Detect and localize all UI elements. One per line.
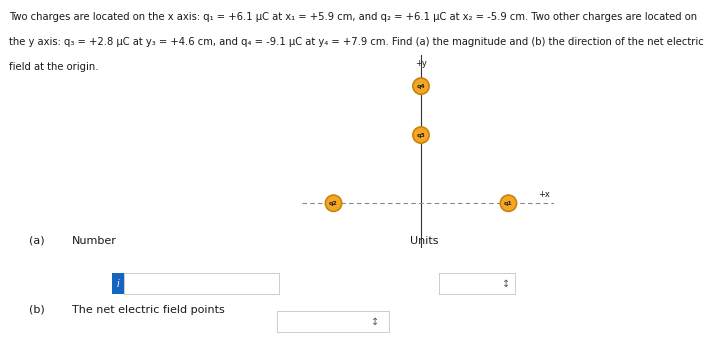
Text: Units: Units xyxy=(410,236,439,246)
Text: (a): (a) xyxy=(29,236,45,246)
Circle shape xyxy=(325,195,342,212)
Circle shape xyxy=(500,195,516,212)
Text: ↕: ↕ xyxy=(372,316,379,327)
Text: (b): (b) xyxy=(29,304,45,315)
Text: +y: +y xyxy=(415,60,427,68)
Text: The net electric field points: The net electric field points xyxy=(72,304,225,315)
Circle shape xyxy=(413,127,429,143)
Text: the y axis: q₃ = +2.8 μC at y₃ = +4.6 cm, and q₄ = -9.1 μC at y₄ = +7.9 cm. Find: the y axis: q₃ = +2.8 μC at y₃ = +4.6 cm… xyxy=(9,37,703,47)
Text: ↕: ↕ xyxy=(502,279,510,289)
Text: q1: q1 xyxy=(504,201,513,206)
Circle shape xyxy=(413,78,429,94)
Text: q3: q3 xyxy=(417,132,426,138)
Text: q2: q2 xyxy=(329,201,338,206)
Text: Two charges are located on the x axis: q₁ = +6.1 μC at x₁ = +5.9 cm, and q₂ = +6: Two charges are located on the x axis: q… xyxy=(9,12,697,22)
Text: Number: Number xyxy=(72,236,117,246)
Text: +x: +x xyxy=(539,190,550,199)
Text: q4: q4 xyxy=(417,84,426,89)
Text: field at the origin.: field at the origin. xyxy=(9,62,98,72)
Text: i: i xyxy=(117,279,119,289)
